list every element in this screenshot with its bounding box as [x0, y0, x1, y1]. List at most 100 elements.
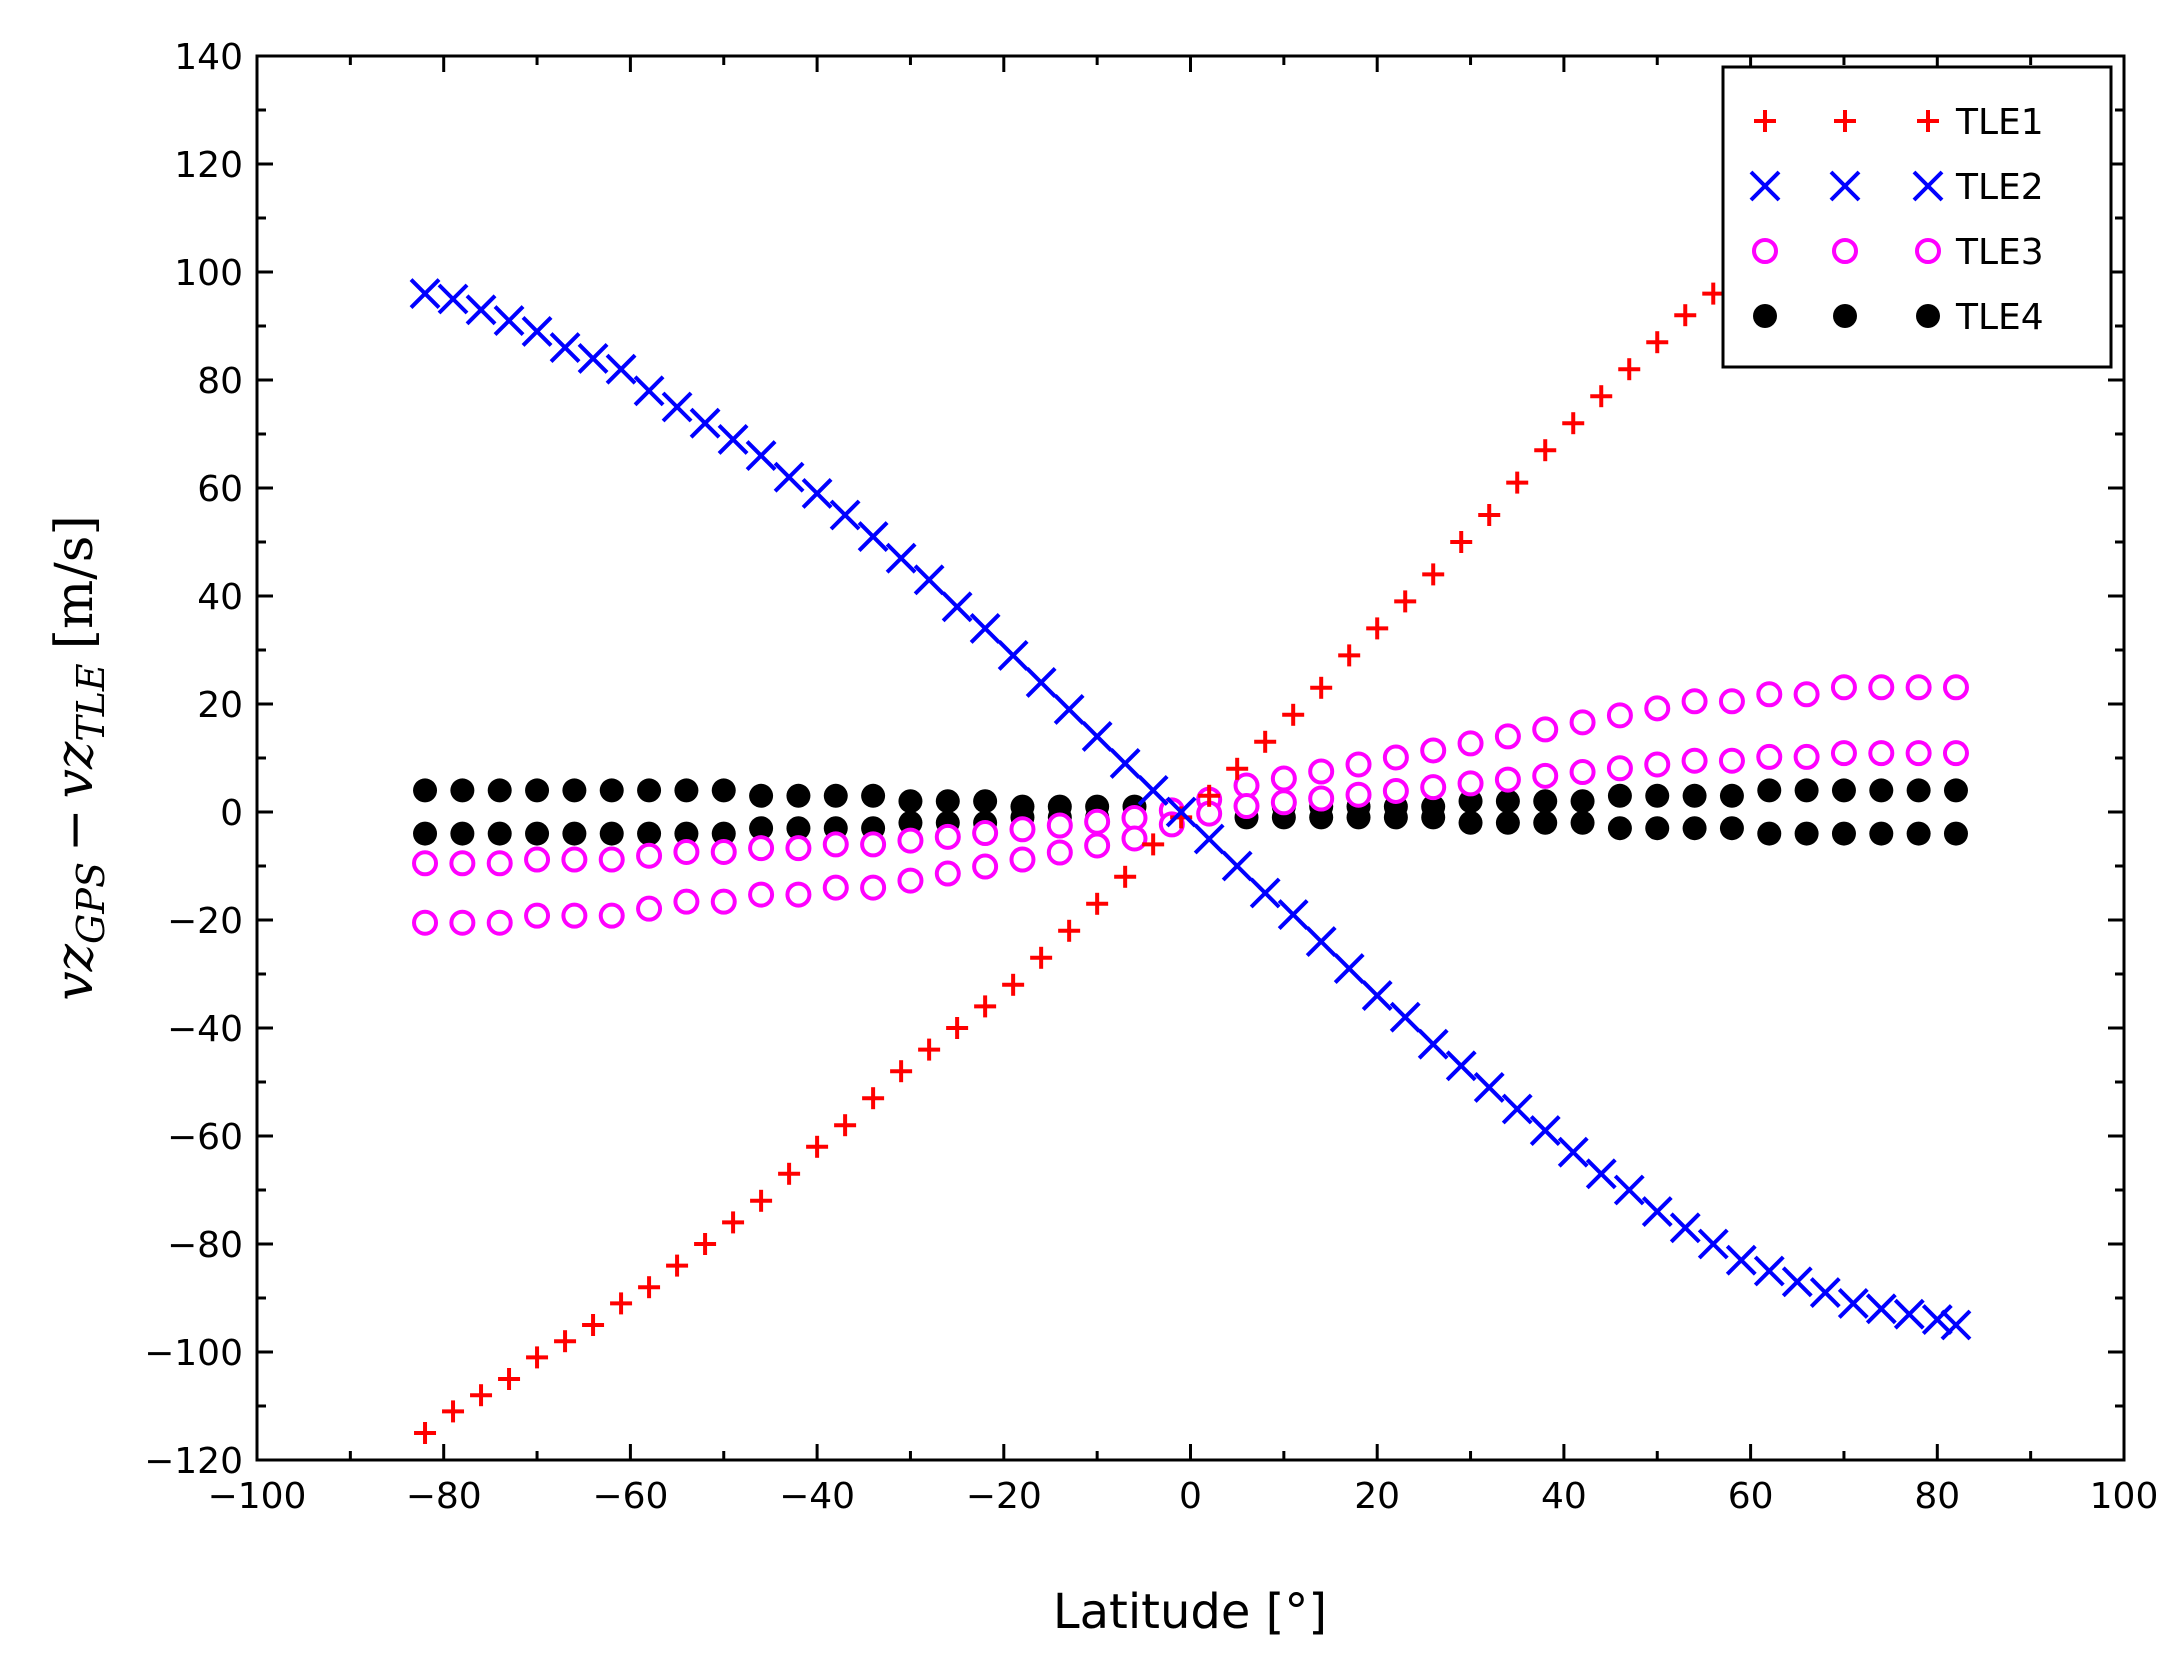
data-point-tle4 [1831, 778, 1856, 803]
legend-marker-tle4 [1753, 304, 1777, 328]
data-point-tle1 [1534, 439, 1557, 462]
data-point-tle2 [1025, 666, 1057, 698]
data-point-tle2 [409, 278, 441, 310]
data-point-tle2 [661, 391, 693, 423]
data-point-tle3 [1756, 743, 1783, 770]
data-point-tle1 [526, 1346, 549, 1369]
data-point-tle3 [1308, 758, 1335, 785]
data-point-tle2 [1221, 850, 1253, 882]
data-point-tle4 [1607, 783, 1632, 808]
data-point-tle3 [1606, 755, 1633, 782]
y-tick-label: 40 [197, 577, 243, 618]
x-tick-label: −100 [208, 1476, 307, 1517]
data-point-tle3 [785, 881, 812, 908]
data-point-tle2 [1417, 1028, 1449, 1060]
data-point-tle4 [711, 778, 736, 803]
legend-marker-tle2 [1749, 170, 1781, 202]
data-point-tle4 [1570, 810, 1595, 835]
data-point-tle1 [1422, 563, 1445, 586]
data-point-tle4 [1495, 789, 1520, 814]
data-point-tle4 [786, 816, 811, 841]
data-point-tle3 [1345, 781, 1372, 808]
x-tick-label: −60 [592, 1476, 668, 1517]
data-point-tle3 [598, 846, 625, 873]
data-point-tle1 [1030, 946, 1053, 969]
data-point-tle4 [525, 821, 550, 846]
data-point-tle4 [1607, 816, 1632, 841]
data-point-tle3 [524, 846, 551, 873]
data-point-tle3 [897, 867, 924, 894]
data-point-tle3 [710, 888, 737, 915]
data-point-tle1 [1086, 892, 1109, 915]
y-axis-ticks: −120 −100 −80 −60 −40 −20 0 20 40 60 80 100 120 140 [144, 37, 2124, 1482]
data-point-tle3 [1793, 681, 1820, 708]
data-point-tle1 [974, 995, 997, 1018]
data-point-tle2 [1277, 899, 1309, 931]
data-point-tle2 [745, 440, 777, 472]
data-point-tle3 [1084, 808, 1111, 835]
data-point-tle3 [1793, 743, 1820, 770]
data-point-tle1 [1674, 304, 1697, 327]
data-point-tle3 [412, 909, 439, 936]
data-point-tle3 [1233, 793, 1260, 820]
data-point-tle2 [997, 639, 1029, 671]
data-point-tle2 [1809, 1277, 1841, 1309]
data-point-tle2 [1081, 720, 1113, 752]
data-point-tle3 [561, 846, 588, 873]
y-tick-label: 80 [197, 361, 243, 402]
series-tle1 [414, 261, 1753, 1444]
data-point-tle3 [1681, 688, 1708, 715]
data-point-tle2 [1305, 926, 1337, 958]
data-point-tle3 [860, 874, 887, 901]
data-point-tle3 [636, 842, 663, 869]
data-point-tle2 [829, 499, 861, 531]
data-point-tle4 [1458, 810, 1483, 835]
data-point-tle3 [1905, 674, 1932, 701]
data-point-tle4 [413, 821, 438, 846]
data-point-tle3 [1494, 723, 1521, 750]
data-point-tle1 [554, 1330, 577, 1353]
y-tick-label: −60 [167, 1117, 243, 1158]
data-point-tle3 [1457, 770, 1484, 797]
data-point-tle1 [1562, 412, 1585, 435]
data-point-tle3 [934, 823, 961, 850]
data-point-tle4 [1495, 810, 1520, 835]
data-point-tle3 [561, 902, 588, 929]
legend-marker-tle2 [1912, 170, 1944, 202]
data-point-tle2 [1361, 980, 1393, 1012]
data-point-tle2 [857, 521, 889, 553]
series-tle3 [412, 674, 1969, 936]
data-point-tle3 [1830, 740, 1857, 767]
data-point-tle1 [918, 1038, 941, 1061]
data-point-tle3 [1084, 832, 1111, 859]
data-point-tle3 [1382, 744, 1409, 771]
data-point-tle2 [1585, 1158, 1617, 1190]
data-point-tle3 [1382, 777, 1409, 804]
data-point-tle3 [1569, 709, 1596, 736]
y-axis-label-sub-tle: TLE [69, 663, 113, 742]
legend-marker-tle4 [1833, 304, 1857, 328]
data-point-tle1 [1646, 331, 1669, 354]
data-point-tle2 [689, 407, 721, 439]
data-point-tle3 [1121, 825, 1148, 852]
data-point-tle1 [1338, 644, 1361, 667]
data-point-tle2 [717, 423, 749, 455]
data-point-tle4 [487, 778, 512, 803]
data-point-tle2 [801, 477, 833, 509]
data-point-tle3 [860, 831, 887, 858]
data-point-tle2 [1940, 1309, 1972, 1341]
y-tick-label: −80 [167, 1225, 243, 1266]
data-point-tle4 [1943, 821, 1968, 846]
data-point-tle4 [1719, 783, 1744, 808]
data-point-tle2 [773, 461, 805, 493]
data-point-tle3 [1644, 751, 1671, 778]
data-point-tle4 [1533, 789, 1558, 814]
y-tick-label: −40 [167, 1009, 243, 1050]
data-point-tle1 [1506, 471, 1529, 494]
data-point-tle4 [1458, 789, 1483, 814]
data-point-tle3 [710, 838, 737, 865]
data-point-tle4 [711, 821, 736, 846]
data-point-tle1 [470, 1384, 493, 1407]
data-point-tle1 [862, 1087, 885, 1110]
y-tick-label: 0 [220, 793, 243, 834]
